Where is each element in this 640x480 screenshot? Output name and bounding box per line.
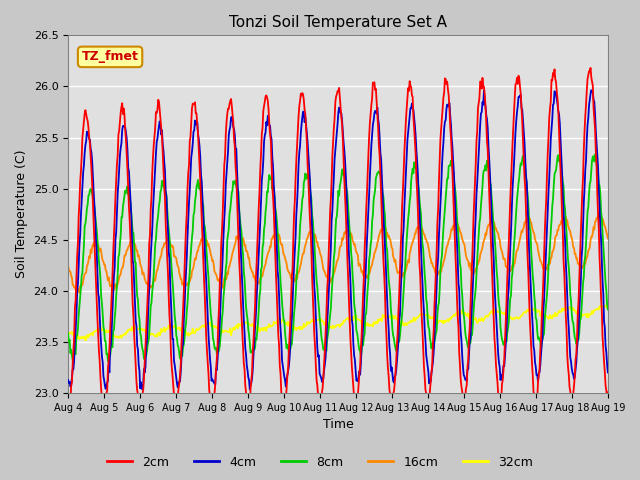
Text: TZ_fmet: TZ_fmet <box>82 50 138 63</box>
Legend: 2cm, 4cm, 8cm, 16cm, 32cm: 2cm, 4cm, 8cm, 16cm, 32cm <box>102 451 538 474</box>
X-axis label: Time: Time <box>323 419 353 432</box>
Y-axis label: Soil Temperature (C): Soil Temperature (C) <box>15 150 28 278</box>
Title: Tonzi Soil Temperature Set A: Tonzi Soil Temperature Set A <box>229 15 447 30</box>
